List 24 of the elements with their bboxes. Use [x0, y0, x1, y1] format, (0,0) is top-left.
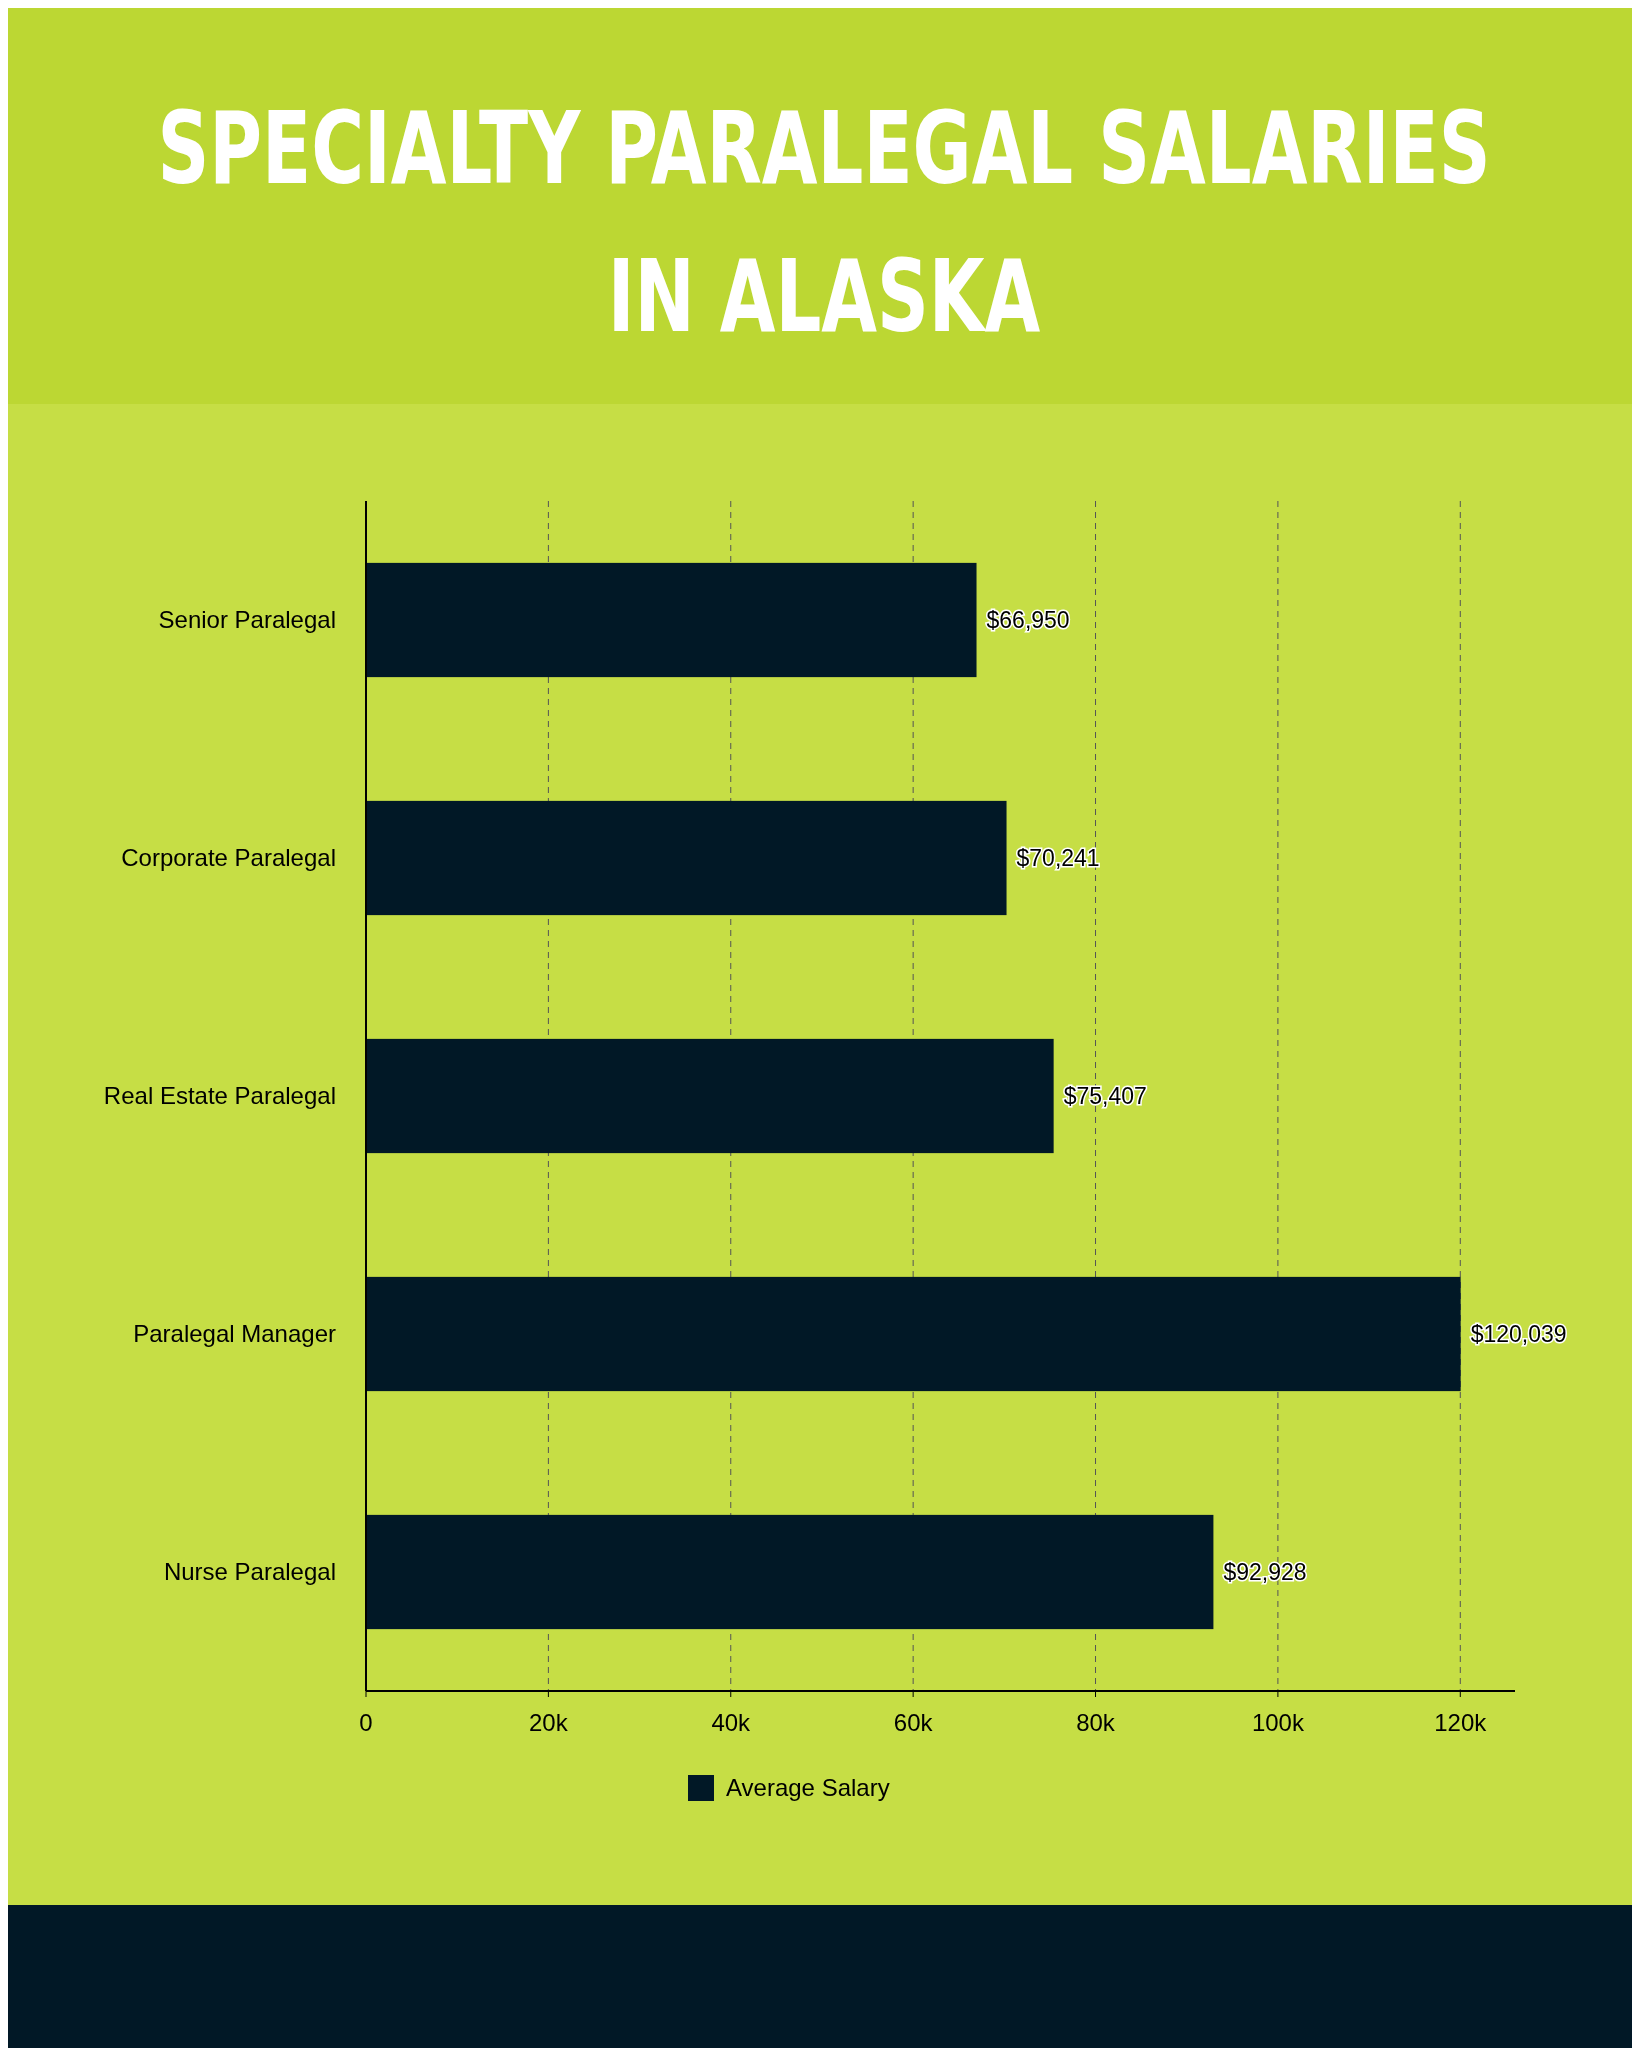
x-tick-label: 60k [893, 1709, 934, 1736]
legend-label: Average Salary [726, 1774, 890, 1802]
x-tick-label: 0 [359, 1709, 373, 1736]
y-tick-label: Nurse Paralegal [163, 1558, 336, 1586]
y-tick-label: Real Estate Paralegal [103, 1082, 336, 1110]
x-tick-label: 100k [1251, 1709, 1305, 1736]
chart-title: SPECIALTY PARALEGAL SALARIES IN ALASKA [157, 90, 1491, 355]
data-label: $75,407 [1063, 1083, 1147, 1110]
x-tick-label: 40k [711, 1709, 752, 1736]
x-tick-label: 20k [529, 1709, 569, 1736]
bar [366, 1038, 1054, 1154]
bar [366, 562, 977, 678]
x-tick-label: 120k [1434, 1709, 1488, 1736]
data-label: $120,039 [1470, 1321, 1567, 1348]
data-label: $66,950 [986, 607, 1070, 634]
data-label: $92,928 [1223, 1559, 1307, 1586]
y-tick-label: Paralegal Manager [133, 1320, 336, 1348]
bar [366, 1276, 1461, 1392]
y-tick-label: Corporate Paralegal [121, 844, 336, 872]
bar [366, 800, 1007, 916]
y-tick-label: Senior Paralegal [158, 606, 336, 634]
x-tick-label: 80k [1076, 1709, 1116, 1736]
bar [366, 1514, 1214, 1630]
data-label: $70,241 [1016, 845, 1100, 872]
